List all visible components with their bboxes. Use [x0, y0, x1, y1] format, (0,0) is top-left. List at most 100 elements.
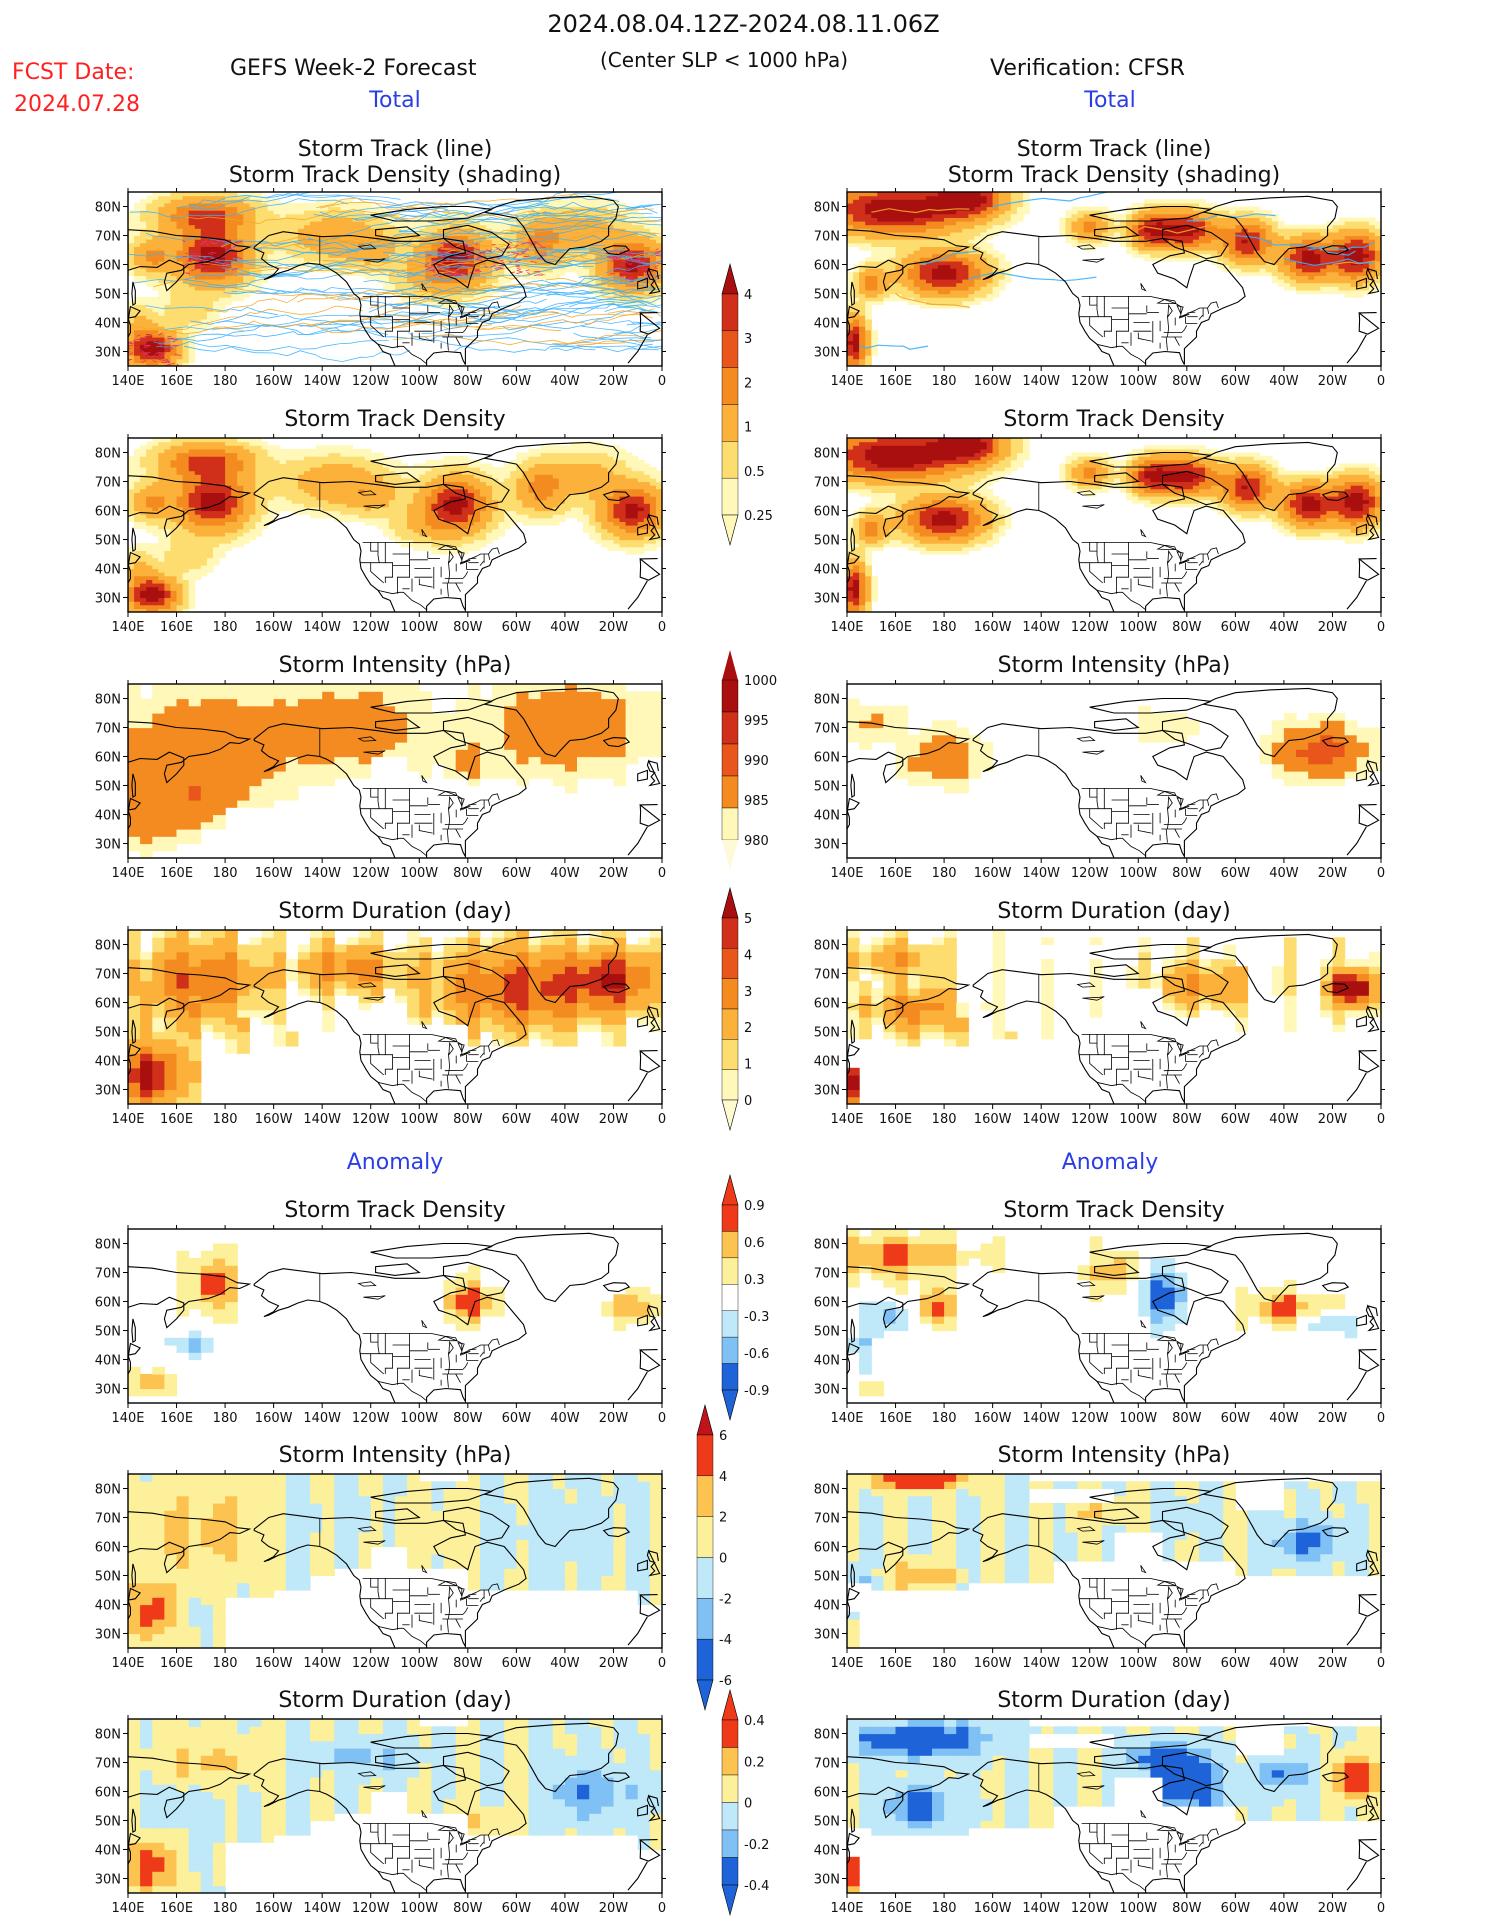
- value-cell: [853, 340, 860, 345]
- value-cell: [328, 250, 335, 255]
- value-cell: [643, 239, 651, 244]
- value-cell: [249, 224, 257, 229]
- storm-center-mark: [438, 247, 442, 250]
- value-cell: [607, 213, 615, 218]
- value-cell: [140, 604, 147, 609]
- value-cell: [913, 253, 921, 258]
- value-cell: [625, 239, 633, 244]
- value-cell: [310, 235, 317, 240]
- value-cell: [455, 253, 463, 258]
- value-cell: [534, 235, 542, 240]
- value-cell: [1138, 224, 1145, 229]
- value-cell: [152, 311, 159, 316]
- storm-center-mark: [182, 239, 186, 243]
- lon-tick-label: 180: [213, 374, 238, 389]
- value-cell: [328, 242, 335, 247]
- storm-center-mark: [533, 270, 540, 273]
- value-cell: [219, 231, 226, 237]
- value-cell: [583, 260, 590, 266]
- value-cell: [853, 322, 860, 327]
- value-cell: [998, 257, 1006, 262]
- value-cell: [1217, 257, 1224, 262]
- value-cell: [907, 300, 915, 305]
- value-cell: [176, 195, 184, 200]
- value-cell: [1235, 217, 1243, 222]
- value-cell: [146, 543, 153, 548]
- value-cell: [437, 293, 445, 298]
- value-cell: [261, 199, 269, 204]
- storm-center-mark: [499, 259, 503, 262]
- value-cell: [980, 260, 988, 266]
- value-cell: [255, 282, 263, 287]
- value-cell: [237, 221, 244, 226]
- value-cell: [128, 242, 135, 247]
- value-cell: [346, 264, 354, 269]
- value-cell: [249, 286, 257, 291]
- value-cell: [128, 326, 135, 331]
- value-cell: [407, 221, 414, 226]
- value-cell: [1283, 268, 1291, 273]
- value-cell: [1101, 221, 1109, 226]
- value-cell: [510, 217, 517, 222]
- value-cell: [1071, 239, 1079, 244]
- value-cell: [895, 271, 903, 276]
- lake-outline: [1179, 314, 1190, 319]
- value-cell: [225, 224, 232, 229]
- value-cell: [631, 264, 639, 269]
- value-cell: [219, 246, 226, 251]
- storm-center-mark: [476, 256, 481, 260]
- value-cell: [577, 268, 584, 273]
- value-cell: [152, 264, 159, 269]
- value-cell: [480, 297, 487, 302]
- value-cell: [291, 250, 299, 255]
- value-cell: [1344, 268, 1352, 273]
- value-cell: [134, 329, 141, 334]
- value-cell: [237, 275, 244, 280]
- value-cell: [1362, 286, 1370, 291]
- value-cell: [395, 224, 402, 229]
- value-cell: [1089, 206, 1097, 211]
- value-cell: [322, 221, 329, 226]
- value-cell: [595, 242, 602, 247]
- value-cell: [200, 304, 208, 309]
- value-cell: [1120, 221, 1127, 226]
- value-cell: [437, 282, 445, 287]
- value-cell: [986, 213, 994, 218]
- value-cell: [1186, 253, 1194, 258]
- value-cell: [1308, 268, 1315, 273]
- value-cell: [601, 289, 608, 295]
- value-cell: [607, 228, 615, 233]
- value-cell: [956, 289, 963, 295]
- value-cell: [1259, 260, 1267, 266]
- value-cell: [407, 282, 414, 287]
- value-cell: [1259, 228, 1267, 233]
- value-cell: [619, 297, 627, 302]
- value-cell: [128, 586, 135, 591]
- value-cell: [134, 326, 141, 331]
- value-cell: [1356, 235, 1364, 240]
- value-cell: [1132, 217, 1139, 222]
- value-cell: [1296, 253, 1303, 258]
- value-cell: [956, 271, 963, 276]
- value-cell: [877, 297, 884, 302]
- value-cell: [164, 271, 172, 276]
- value-cell: [589, 275, 596, 280]
- value-cell: [316, 217, 323, 222]
- value-cell: [558, 246, 566, 251]
- value-cell: [273, 210, 281, 215]
- value-cell: [170, 308, 178, 313]
- value-cell: [255, 260, 263, 266]
- value-cell: [540, 275, 548, 280]
- value-cell: [486, 224, 493, 229]
- coastline: [646, 267, 661, 295]
- value-cell: [919, 192, 927, 197]
- value-cell: [194, 271, 202, 276]
- value-cell: [134, 297, 141, 302]
- storm-center-mark: [618, 271, 625, 274]
- value-cell: [1095, 228, 1103, 233]
- value-cell: [358, 253, 366, 258]
- value-cell: [340, 253, 348, 258]
- value-cell: [1302, 242, 1309, 247]
- value-cell: [980, 231, 988, 237]
- value-cell: [558, 242, 566, 247]
